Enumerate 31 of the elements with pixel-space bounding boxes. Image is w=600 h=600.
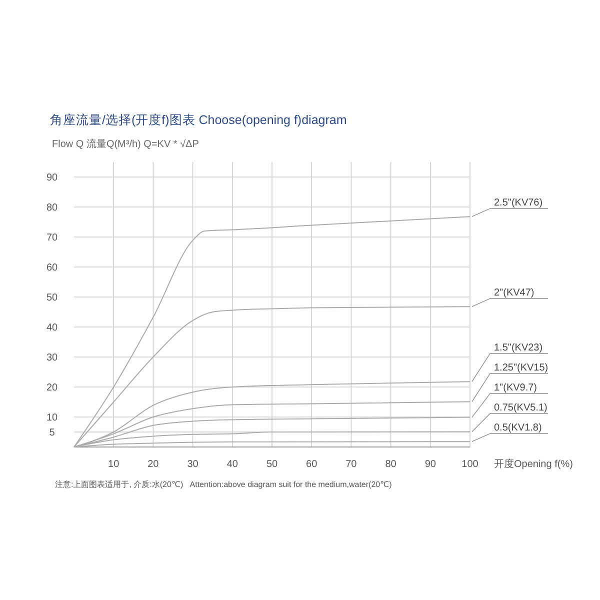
x-tick-label: 90	[424, 459, 436, 470]
x-tick-label: 80	[385, 459, 397, 470]
text: 1"(KV9.7)	[494, 382, 538, 394]
y-tick-label: 70	[46, 232, 58, 244]
y-tick-label: 90	[46, 172, 58, 184]
text: 1.5"(KV23)	[494, 342, 543, 354]
y-tick-label: 5	[49, 428, 56, 438]
x-tick-label: 30	[187, 459, 199, 470]
x-tick-label: 100	[462, 459, 479, 470]
text: 2"(KV47)	[494, 288, 534, 299]
x-tick-label: 50	[266, 459, 278, 470]
y-tick-label: 60	[46, 262, 58, 274]
text: 0.75(KV5.1)	[494, 402, 548, 414]
y-tick-label: 80	[46, 202, 58, 214]
x-tick-label: 60	[306, 459, 318, 470]
x-tick-label: 10	[108, 459, 120, 470]
y-tick-label: 10	[46, 412, 58, 424]
x-tick-label: 70	[346, 459, 358, 470]
y-tick-label: 20	[46, 382, 58, 394]
x-axis-title: 开度Opening f(%)	[494, 458, 573, 470]
chart-title: 角座流量/选择(开度f)图表 Choose(opening f)diagram	[50, 112, 347, 127]
text: 0.5(KV1.8)	[494, 422, 542, 434]
text: 注意:上面图表适用于, 介质:水(20℃) Attention:above diagram suit for the medium,water(20℃)	[55, 480, 392, 489]
y-axis-title: Flow Q 流量Q(M³/h) Q=KV * √ΔP	[52, 138, 200, 150]
text: 2.5"(KV76)	[494, 198, 543, 209]
y-tick-label: 30	[46, 352, 58, 364]
x-tick-label: 40	[226, 459, 238, 470]
x-tick-label: 20	[148, 459, 160, 470]
y-tick-label: 40	[46, 322, 58, 334]
y-tick-label: 50	[46, 292, 58, 304]
text: 1.25"(KV15)	[494, 362, 548, 374]
